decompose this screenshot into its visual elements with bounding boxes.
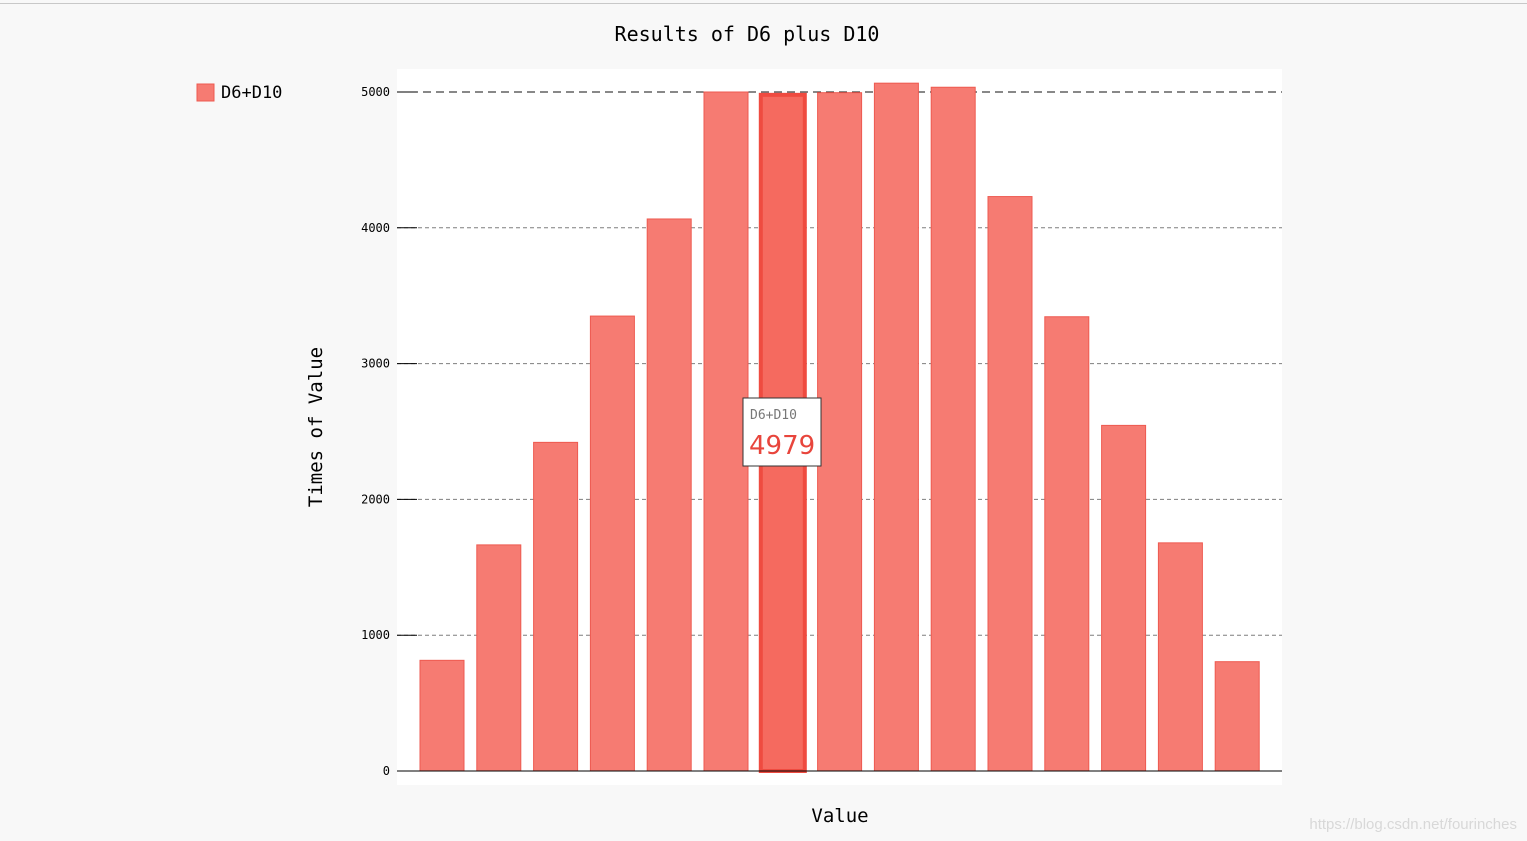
tooltip: D6+D10 4979 xyxy=(742,397,822,467)
bar[interactable] xyxy=(646,218,692,772)
tooltip-box xyxy=(742,397,822,467)
watermark: https://blog.csdn.net/fourinches xyxy=(1309,816,1517,833)
legend-swatch[interactable] xyxy=(196,83,215,102)
bar[interactable] xyxy=(703,91,749,772)
chart-title: Results of D6 plus D10 xyxy=(615,22,880,46)
bar[interactable] xyxy=(419,659,465,772)
y-axis-label: Times of Value xyxy=(305,347,327,507)
bar[interactable] xyxy=(1044,316,1090,772)
x-axis-label: Value xyxy=(811,805,868,827)
bar[interactable] xyxy=(1101,424,1147,772)
y-tick-label: 1000 xyxy=(361,628,390,642)
top-divider xyxy=(0,3,1527,4)
y-tick-label: 5000 xyxy=(361,85,390,99)
bar[interactable] xyxy=(589,315,635,772)
tooltip-value: 4979 xyxy=(749,431,815,461)
bars xyxy=(419,82,1260,773)
tooltip-series: D6+D10 xyxy=(750,408,797,423)
y-tick-label: 4000 xyxy=(361,221,390,235)
bar[interactable] xyxy=(1157,542,1203,772)
bar[interactable] xyxy=(533,441,579,772)
y-tick-label: 2000 xyxy=(361,492,390,506)
bar[interactable] xyxy=(1214,661,1260,772)
bar[interactable] xyxy=(930,86,976,772)
y-tick-label: 3000 xyxy=(361,357,390,371)
bar[interactable] xyxy=(476,544,522,772)
bar[interactable] xyxy=(987,196,1033,772)
y-tick-label: 0 xyxy=(383,764,390,778)
bar[interactable] xyxy=(817,92,863,772)
legend[interactable]: D6+D10 xyxy=(196,83,282,103)
legend-label[interactable]: D6+D10 xyxy=(221,83,282,103)
y-tick-labels: 0 1000 2000 3000 4000 5000 xyxy=(361,85,417,778)
bar[interactable] xyxy=(873,82,919,772)
